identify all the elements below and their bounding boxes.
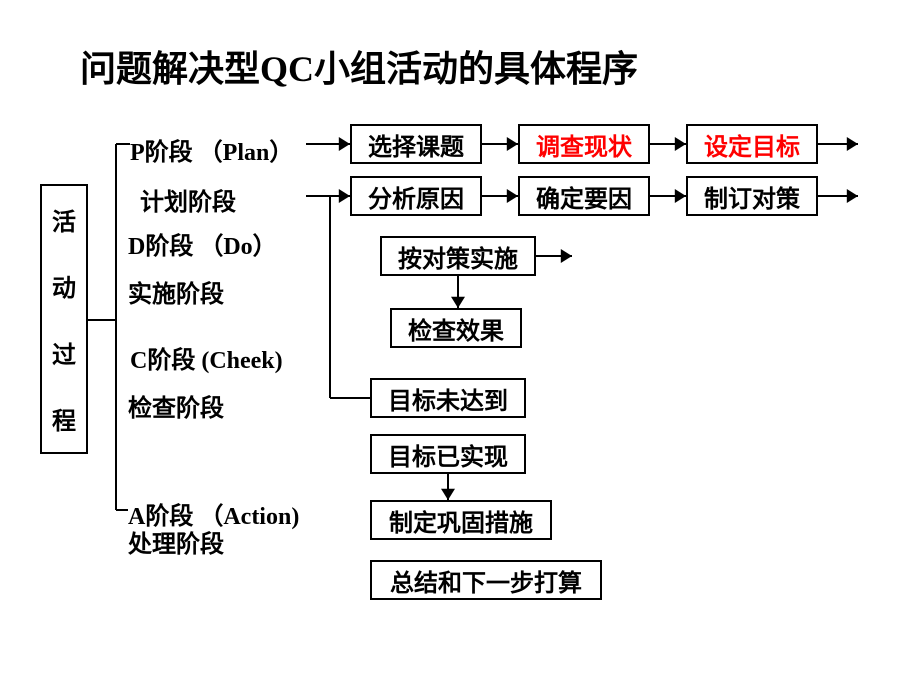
- stage-label-d1: D阶段 （Do）: [128, 226, 277, 261]
- box-consolidate: 制定巩固措施: [370, 500, 552, 540]
- stage-label-c2: 检查阶段: [128, 388, 224, 423]
- diagram-canvas: 问题解决型QC小组活动的具体程序 活 动 过 程 P阶段 （Plan） 计划阶段…: [0, 0, 920, 690]
- box-goal-not-met: 目标未达到: [370, 378, 526, 418]
- vbox-char: 动: [52, 268, 76, 303]
- stage-label-p2: 计划阶段: [140, 182, 236, 217]
- box-make-plan: 制订对策: [686, 176, 818, 216]
- stage-label-a2: 处理阶段: [128, 524, 224, 559]
- box-select-topic: 选择课题: [350, 124, 482, 164]
- stage-label-p1: P阶段 （Plan）: [130, 132, 293, 167]
- box-goal-met: 目标已实现: [370, 434, 526, 474]
- vbox-char: 过: [52, 335, 76, 370]
- box-analyze-cause: 分析原因: [350, 176, 482, 216]
- stage-label-d2: 实施阶段: [128, 274, 224, 309]
- vbox-char: 活: [52, 202, 76, 237]
- activity-process-vbox: 活 动 过 程: [40, 184, 88, 454]
- box-check-effect: 检查效果: [390, 308, 522, 348]
- vbox-char: 程: [52, 401, 76, 436]
- box-set-goal: 设定目标: [686, 124, 818, 164]
- box-implement: 按对策实施: [380, 236, 536, 276]
- box-determine-factor: 确定要因: [518, 176, 650, 216]
- box-summary: 总结和下一步打算: [370, 560, 602, 600]
- box-investigate: 调查现状: [518, 124, 650, 164]
- stage-label-c1: C阶段 (Cheek): [130, 340, 283, 375]
- page-title: 问题解决型QC小组活动的具体程序: [80, 40, 638, 92]
